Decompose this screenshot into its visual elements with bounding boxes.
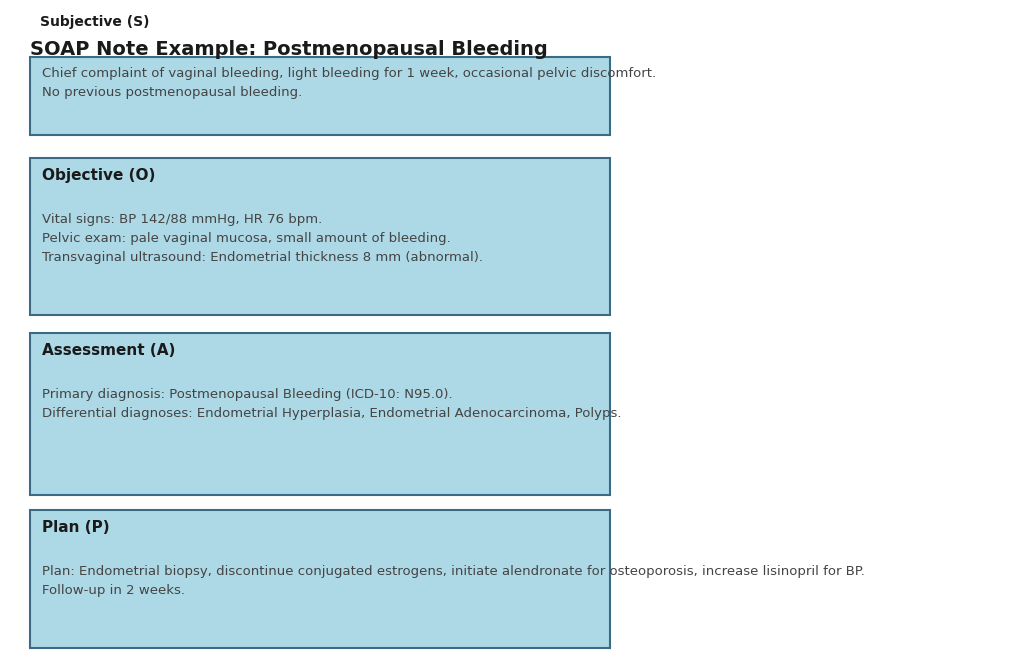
Text: SOAP Note Example: Postmenopausal Bleeding: SOAP Note Example: Postmenopausal Bleedi… (30, 40, 548, 59)
Text: Vital signs: BP 142/88 mmHg, HR 76 bpm.
Pelvic exam: pale vaginal mucosa, small : Vital signs: BP 142/88 mmHg, HR 76 bpm. … (42, 213, 483, 264)
Bar (30, 57, 610, 135)
Text: Objective (O): Objective (O) (42, 168, 156, 183)
Bar (30, 158, 610, 315)
Text: Plan: Endometrial biopsy, discontinue conjugated estrogens, initiate alendronate: Plan: Endometrial biopsy, discontinue co… (42, 565, 865, 597)
Text: Chief complaint of vaginal bleeding, light bleeding for 1 week, occasional pelvi: Chief complaint of vaginal bleeding, lig… (42, 67, 656, 99)
Text: Subjective (S): Subjective (S) (40, 15, 149, 29)
Text: Primary diagnosis: Postmenopausal Bleeding (ICD-10: N95.0).
Differential diagnos: Primary diagnosis: Postmenopausal Bleedi… (42, 388, 621, 420)
Bar (30, 510, 610, 648)
Text: Plan (P): Plan (P) (42, 520, 109, 535)
Bar (30, 333, 610, 495)
Text: Assessment (A): Assessment (A) (42, 343, 175, 358)
